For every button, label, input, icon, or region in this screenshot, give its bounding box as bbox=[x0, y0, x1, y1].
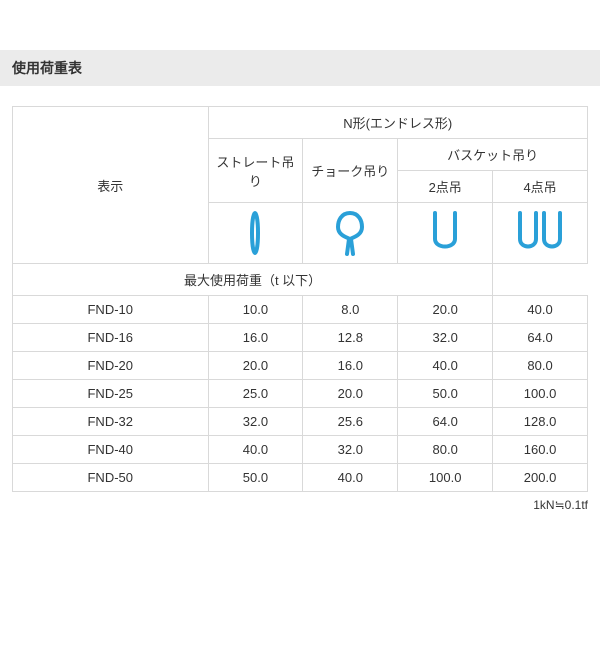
icon-straight bbox=[208, 203, 303, 264]
cell-b2: 32.0 bbox=[398, 324, 493, 352]
cell-b4: 200.0 bbox=[493, 464, 588, 492]
icon-basket-4 bbox=[493, 203, 588, 264]
cell-b4: 128.0 bbox=[493, 408, 588, 436]
header-basket-group: バスケット吊り bbox=[398, 139, 588, 171]
table-row: FND-1616.012.832.064.0 bbox=[13, 324, 588, 352]
cell-choke: 32.0 bbox=[303, 436, 398, 464]
cell-b4: 100.0 bbox=[493, 380, 588, 408]
header-straight: ストレート吊り bbox=[208, 139, 303, 203]
cell-choke: 16.0 bbox=[303, 352, 398, 380]
table-row: FND-3232.025.664.0128.0 bbox=[13, 408, 588, 436]
cell-b2: 100.0 bbox=[398, 464, 493, 492]
cell-straight: 20.0 bbox=[208, 352, 303, 380]
cell-b2: 64.0 bbox=[398, 408, 493, 436]
header-shape-group: N形(エンドレス形) bbox=[208, 107, 588, 139]
cell-name: FND-10 bbox=[13, 296, 209, 324]
cell-straight: 40.0 bbox=[208, 436, 303, 464]
cell-choke: 25.6 bbox=[303, 408, 398, 436]
header-basket-4: 4点吊 bbox=[493, 171, 588, 203]
icon-choke bbox=[303, 203, 398, 264]
cell-choke: 20.0 bbox=[303, 380, 398, 408]
cell-b2: 40.0 bbox=[398, 352, 493, 380]
table-row: FND-1010.08.020.040.0 bbox=[13, 296, 588, 324]
cell-name: FND-25 bbox=[13, 380, 209, 408]
cell-b2: 50.0 bbox=[398, 380, 493, 408]
cell-straight: 32.0 bbox=[208, 408, 303, 436]
cell-b4: 160.0 bbox=[493, 436, 588, 464]
load-table: 表示 N形(エンドレス形) ストレート吊り チョーク吊り バスケット吊り 2点吊… bbox=[12, 106, 588, 492]
cell-name: FND-20 bbox=[13, 352, 209, 380]
cell-b4: 80.0 bbox=[493, 352, 588, 380]
table-title: 使用荷重表 bbox=[0, 50, 600, 86]
cell-choke: 12.8 bbox=[303, 324, 398, 352]
cell-choke: 8.0 bbox=[303, 296, 398, 324]
table-row: FND-2020.016.040.080.0 bbox=[13, 352, 588, 380]
table-row: FND-5050.040.0100.0200.0 bbox=[13, 464, 588, 492]
cell-name: FND-16 bbox=[13, 324, 209, 352]
cell-straight: 10.0 bbox=[208, 296, 303, 324]
cell-straight: 25.0 bbox=[208, 380, 303, 408]
header-display: 表示 bbox=[13, 107, 209, 264]
cell-b2: 80.0 bbox=[398, 436, 493, 464]
load-table-wrap: 表示 N形(エンドレス形) ストレート吊り チョーク吊り バスケット吊り 2点吊… bbox=[0, 86, 600, 496]
icon-basket-2 bbox=[398, 203, 493, 264]
cell-name: FND-32 bbox=[13, 408, 209, 436]
cell-b2: 20.0 bbox=[398, 296, 493, 324]
cell-name: FND-40 bbox=[13, 436, 209, 464]
cell-straight: 16.0 bbox=[208, 324, 303, 352]
footnote: 1kN≒0.1tf bbox=[0, 496, 600, 512]
header-basket-2: 2点吊 bbox=[398, 171, 493, 203]
cell-straight: 50.0 bbox=[208, 464, 303, 492]
cell-choke: 40.0 bbox=[303, 464, 398, 492]
table-row: FND-2525.020.050.0100.0 bbox=[13, 380, 588, 408]
header-max-load: 最大使用荷重（t 以下） bbox=[13, 264, 493, 296]
table-row: FND-4040.032.080.0160.0 bbox=[13, 436, 588, 464]
cell-b4: 40.0 bbox=[493, 296, 588, 324]
header-choke: チョーク吊り bbox=[303, 139, 398, 203]
cell-b4: 64.0 bbox=[493, 324, 588, 352]
cell-name: FND-50 bbox=[13, 464, 209, 492]
